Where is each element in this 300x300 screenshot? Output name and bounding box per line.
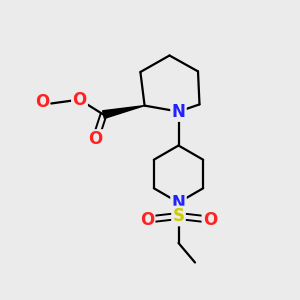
Text: S: S [172, 207, 184, 225]
Text: N: N [172, 194, 185, 211]
Text: O: O [203, 211, 217, 229]
Text: O: O [88, 130, 103, 148]
Text: O: O [35, 93, 50, 111]
Text: N: N [172, 103, 185, 121]
Polygon shape [103, 106, 145, 118]
Text: O: O [72, 91, 87, 109]
Text: O: O [140, 211, 154, 229]
